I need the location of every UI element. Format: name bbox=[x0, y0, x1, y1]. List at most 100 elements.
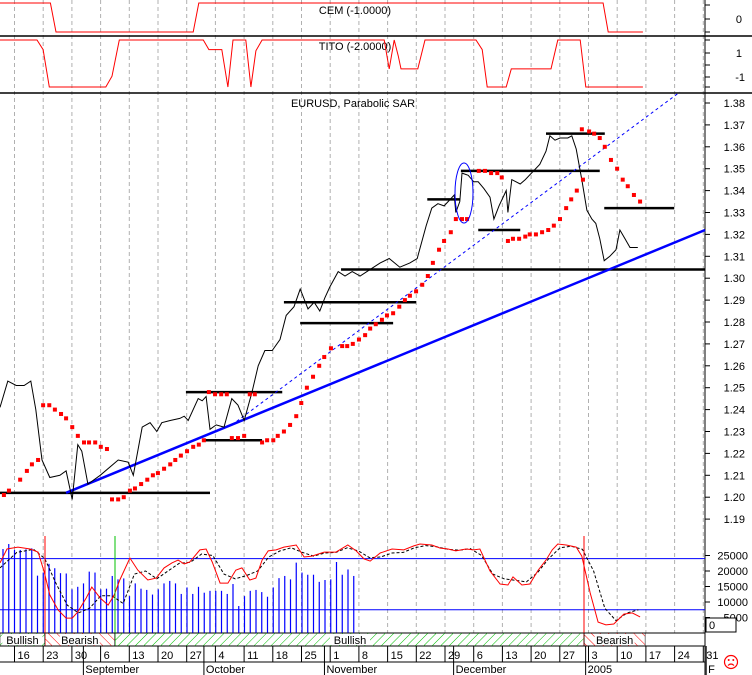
sar-dot bbox=[587, 129, 592, 134]
sar-dot bbox=[363, 333, 368, 338]
sar-dot bbox=[224, 392, 229, 397]
tito-tick-label: -1 bbox=[735, 72, 745, 84]
sar-dot bbox=[275, 433, 280, 438]
sar-dot bbox=[219, 392, 224, 397]
price-tick-label: 1.28 bbox=[724, 317, 745, 329]
sar-dot bbox=[489, 171, 494, 176]
sar-dot bbox=[442, 238, 447, 243]
sar-dot bbox=[178, 453, 183, 458]
sar-dot bbox=[201, 438, 206, 443]
signal-label: Bullish bbox=[6, 635, 38, 647]
date-tick-label: 6 bbox=[477, 650, 483, 662]
sar-dot bbox=[145, 477, 150, 482]
sar-dot bbox=[495, 171, 500, 176]
date-tick-label: 4 bbox=[218, 650, 224, 662]
sar-dot bbox=[476, 168, 481, 173]
sar-dot bbox=[162, 466, 167, 471]
date-tick-label: 17 bbox=[649, 650, 661, 662]
date-tick-label: 10 bbox=[620, 650, 632, 662]
sar-dot bbox=[391, 311, 396, 316]
price-tick-label: 1.37 bbox=[724, 120, 745, 132]
sar-dot bbox=[592, 131, 597, 136]
month-label: December bbox=[456, 664, 507, 675]
sar-dot bbox=[70, 425, 75, 430]
sar-dot bbox=[638, 199, 643, 204]
price-tick-label: 1.20 bbox=[724, 492, 745, 504]
sar-dot bbox=[87, 440, 92, 445]
date-tick-label: 3 bbox=[592, 650, 598, 662]
sar-dot bbox=[116, 497, 121, 502]
date-tick-label: 11 bbox=[247, 650, 258, 662]
sar-dot bbox=[168, 462, 173, 467]
sar-dot bbox=[18, 477, 23, 482]
week-gridlines bbox=[14, 0, 704, 633]
indicator-tick-label: 25000 bbox=[717, 551, 748, 563]
date-tick-label: 25 bbox=[305, 650, 317, 662]
sar-dot bbox=[206, 390, 211, 395]
sar-dot bbox=[615, 166, 620, 171]
date-tick-label: 18 bbox=[276, 650, 288, 662]
sar-dot bbox=[213, 392, 218, 397]
sar-dot bbox=[52, 407, 57, 412]
sar-dot bbox=[98, 444, 103, 449]
sar-dot bbox=[517, 236, 522, 241]
sar-dot bbox=[430, 260, 435, 265]
sar-dot bbox=[311, 374, 316, 379]
sar-dot bbox=[414, 289, 419, 294]
highlight-ellipse bbox=[454, 162, 474, 224]
fast-oscillator-line bbox=[0, 543, 641, 626]
sar-dot bbox=[602, 144, 607, 149]
price-tick-label: 1.19 bbox=[724, 514, 745, 526]
sar-dot bbox=[191, 444, 196, 449]
sar-dot bbox=[29, 462, 34, 467]
sar-dot bbox=[247, 392, 252, 397]
signal-label: Bearish bbox=[596, 635, 633, 647]
sar-dot bbox=[579, 127, 584, 132]
month-label: October bbox=[206, 664, 245, 675]
sar-dot bbox=[59, 411, 64, 416]
date-tick-label: 8 bbox=[362, 650, 368, 662]
tito-tick-label: 1 bbox=[736, 48, 742, 60]
price-tick-label: 1.33 bbox=[724, 208, 745, 220]
date-tick-label: 20 bbox=[534, 650, 546, 662]
signal-label-bg bbox=[59, 634, 100, 645]
month-label: September bbox=[85, 664, 139, 675]
sar-dot bbox=[505, 238, 510, 243]
frown-face-icon bbox=[723, 654, 739, 670]
sar-dot bbox=[625, 184, 630, 189]
sar-dot bbox=[465, 217, 470, 222]
date-tick-label: 24 bbox=[678, 650, 690, 662]
sar-dot bbox=[36, 457, 41, 462]
sar-dot bbox=[453, 217, 458, 222]
sar-dot bbox=[379, 317, 384, 322]
sar-dot bbox=[242, 433, 247, 438]
indicator-zero-label: 0 bbox=[709, 620, 715, 632]
sar-dot bbox=[407, 293, 412, 298]
sar-dot bbox=[345, 344, 350, 349]
sar-dot bbox=[139, 482, 144, 487]
sar-dot bbox=[510, 236, 515, 241]
price-tick-label: 1.38 bbox=[724, 98, 745, 110]
signal-label-bg bbox=[594, 634, 635, 645]
sar-dot bbox=[155, 471, 160, 476]
indicator-tick-label: 20000 bbox=[717, 566, 748, 578]
sar-dot bbox=[597, 136, 602, 141]
date-tick-label: 16 bbox=[18, 650, 30, 662]
sar-dot bbox=[322, 355, 327, 360]
sar-dot bbox=[350, 341, 355, 346]
sar-dot bbox=[150, 473, 155, 478]
sar-dot bbox=[384, 313, 389, 318]
month-label: F bbox=[708, 664, 715, 675]
sar-dot bbox=[75, 433, 80, 438]
signal-label-bg bbox=[330, 634, 370, 645]
price-tick-label: 1.30 bbox=[724, 273, 745, 285]
sar-dot bbox=[523, 234, 528, 239]
date-tick-label: 6 bbox=[104, 650, 110, 662]
signal-label: Bearish bbox=[61, 635, 98, 647]
sar-dot bbox=[110, 497, 114, 502]
sar-dot bbox=[1, 493, 6, 498]
sar-dot bbox=[173, 457, 178, 462]
sar-dot bbox=[425, 274, 430, 279]
price-tick-label: 1.35 bbox=[724, 164, 745, 176]
price-panel-title: EURUSD, Parabolic SAR bbox=[291, 98, 415, 110]
